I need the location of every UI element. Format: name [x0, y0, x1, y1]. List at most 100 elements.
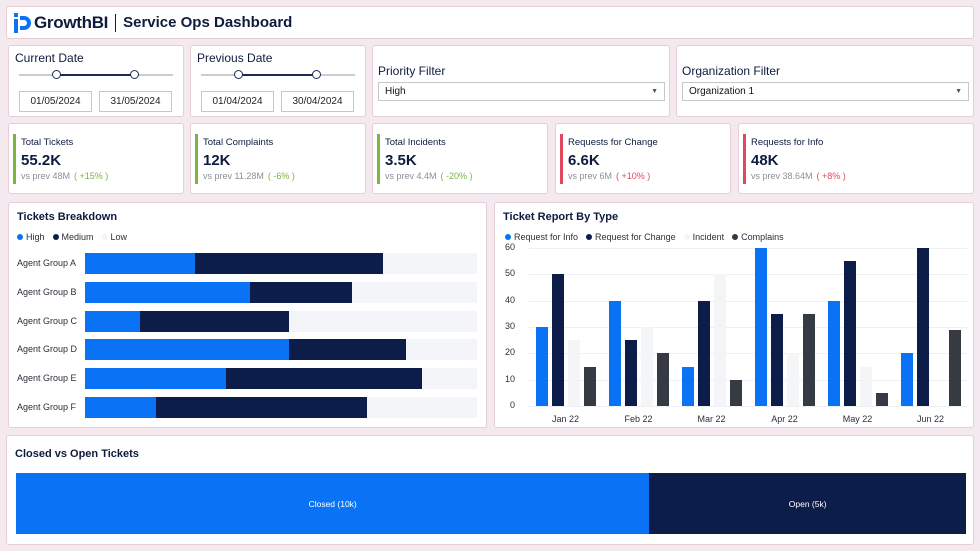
- bar-segment-medium[interactable]: [155, 397, 368, 418]
- previous-date-start-handle[interactable]: [234, 70, 243, 79]
- kpi-card-total-incidents: Total Incidents 3.5K vs prev 4.4M( -20% …: [372, 123, 548, 194]
- bar-segment-high[interactable]: [85, 339, 289, 361]
- kpi-title: Total Complaints: [203, 137, 274, 148]
- x-tick-label: Jun 22: [916, 414, 945, 424]
- bar-request-for-change[interactable]: [843, 261, 856, 406]
- closed-tickets-bar[interactable]: Closed (10k): [16, 473, 650, 534]
- agent-group-bar[interactable]: [85, 368, 477, 390]
- legend-item-request-for-info[interactable]: Request for Info: [505, 232, 578, 242]
- agent-group-label: Agent Group D: [17, 344, 78, 355]
- y-tick-label: 30: [504, 321, 515, 331]
- bar-incident[interactable]: [640, 327, 653, 406]
- bar-segment-medium[interactable]: [139, 310, 289, 332]
- bar-complains[interactable]: [729, 379, 742, 406]
- bar-segment-low[interactable]: [351, 281, 477, 303]
- bar-request-for-info[interactable]: [608, 300, 621, 406]
- bar-request-for-info[interactable]: [827, 300, 840, 406]
- bar-request-for-info[interactable]: [754, 248, 767, 406]
- organization-filter: Organization Filter Organization 1 ▼: [676, 45, 974, 117]
- bar-request-for-change[interactable]: [697, 300, 710, 406]
- bar-request-for-change[interactable]: [551, 274, 564, 406]
- current-date-label: Current Date: [15, 51, 84, 65]
- bar-incident[interactable]: [713, 274, 726, 406]
- bar-segment-low[interactable]: [367, 397, 477, 418]
- agent-group-bar[interactable]: [85, 339, 477, 361]
- legend-label: Incident: [692, 232, 725, 242]
- bar-segment-medium[interactable]: [194, 253, 383, 274]
- kpi-accent-bar: [743, 134, 746, 184]
- priority-filter: Priority Filter High ▼: [372, 45, 670, 117]
- x-tick-label: Feb 22: [624, 414, 653, 424]
- agent-group-bar[interactable]: [85, 253, 477, 274]
- bar-segment-high[interactable]: [85, 397, 156, 418]
- legend-item-low[interactable]: Low: [101, 232, 127, 242]
- kpi-value: 3.5K: [385, 152, 417, 169]
- organization-filter-select[interactable]: Organization 1 ▼: [682, 82, 969, 101]
- bar-incident[interactable]: [567, 340, 580, 406]
- bar-complains[interactable]: [948, 329, 961, 406]
- kpi-change: ( -20% ): [440, 171, 473, 181]
- kpi-prev-text: vs prev 6M: [568, 171, 613, 181]
- y-tick-label: 0: [509, 400, 515, 410]
- bar-request-for-info[interactable]: [681, 366, 694, 406]
- bar-request-for-info[interactable]: [900, 353, 913, 406]
- bar-segment-high[interactable]: [85, 368, 227, 390]
- previous-date-end-input[interactable]: 30/04/2024: [281, 91, 354, 112]
- bar-incident[interactable]: [786, 353, 799, 406]
- bar-complains[interactable]: [802, 313, 815, 406]
- bar-segment-medium[interactable]: [288, 339, 407, 361]
- kpi-change: ( +8% ): [816, 171, 846, 181]
- agent-group-bar[interactable]: [85, 397, 477, 418]
- legend-item-request-for-change[interactable]: Request for Change: [586, 232, 676, 242]
- x-tick-label: Jan 22: [551, 414, 580, 424]
- current-date-end-input[interactable]: 31/05/2024: [99, 91, 172, 112]
- current-date-start-input[interactable]: 01/05/2024: [19, 91, 92, 112]
- kpi-change: ( +15% ): [74, 171, 109, 181]
- bar-segment-low[interactable]: [382, 253, 477, 274]
- bar-segment-high[interactable]: [85, 281, 250, 303]
- closed-tickets-label: Closed (10k): [308, 498, 357, 509]
- kpi-prev-text: vs prev 11.28M: [203, 171, 264, 181]
- bar-segment-low[interactable]: [288, 310, 477, 332]
- legend-dot: [732, 234, 739, 240]
- bar-segment-high[interactable]: [85, 310, 140, 332]
- y-tick-label: 20: [504, 347, 515, 358]
- bar-segment-medium[interactable]: [226, 368, 423, 390]
- bar-request-for-change[interactable]: [916, 248, 929, 406]
- organization-filter-value: Organization 1: [689, 86, 755, 97]
- current-date-end-handle[interactable]: [130, 70, 139, 79]
- bar-complains[interactable]: [875, 392, 888, 406]
- gridline: [529, 327, 967, 328]
- agent-group-bar[interactable]: [85, 310, 477, 332]
- legend-item-incident[interactable]: Incident: [683, 232, 725, 242]
- legend-item-high[interactable]: High: [17, 232, 45, 242]
- bar-complains[interactable]: [583, 366, 596, 406]
- bar-segment-medium[interactable]: [249, 281, 352, 303]
- agent-group-bar[interactable]: [85, 281, 477, 303]
- bar-segment-high[interactable]: [85, 253, 195, 274]
- kpi-title: Total Incidents: [385, 137, 446, 148]
- x-tick-label: May 22: [842, 414, 873, 424]
- bar-request-for-change[interactable]: [770, 313, 783, 406]
- open-tickets-bar[interactable]: Open (5k): [649, 473, 966, 534]
- bar-segment-low[interactable]: [406, 339, 477, 361]
- y-tick-label: 40: [504, 294, 515, 305]
- bar-request-for-info[interactable]: [535, 327, 548, 406]
- growthbi-logo-icon: [13, 12, 31, 34]
- bar-incident[interactable]: [859, 366, 872, 406]
- legend-item-complains[interactable]: Complains: [732, 232, 784, 242]
- kpi-accent-bar: [560, 134, 563, 184]
- bar-segment-low[interactable]: [422, 368, 477, 390]
- bar-request-for-change[interactable]: [624, 340, 637, 406]
- logo-text: GrowthBI: [34, 12, 109, 32]
- kpi-comparison: vs prev 6M( +10% ): [568, 171, 650, 181]
- legend-item-medium[interactable]: Medium: [52, 232, 94, 242]
- kpi-comparison: vs prev 4.4M( -20% ): [385, 171, 473, 181]
- priority-filter-select[interactable]: High ▼: [378, 82, 665, 101]
- previous-date-end-handle[interactable]: [312, 70, 321, 79]
- previous-date-start-input[interactable]: 01/04/2024: [201, 91, 274, 112]
- bar-complains[interactable]: [656, 353, 669, 406]
- kpi-accent-bar: [377, 134, 380, 184]
- legend-dot: [683, 234, 690, 240]
- current-date-start-handle[interactable]: [52, 70, 61, 79]
